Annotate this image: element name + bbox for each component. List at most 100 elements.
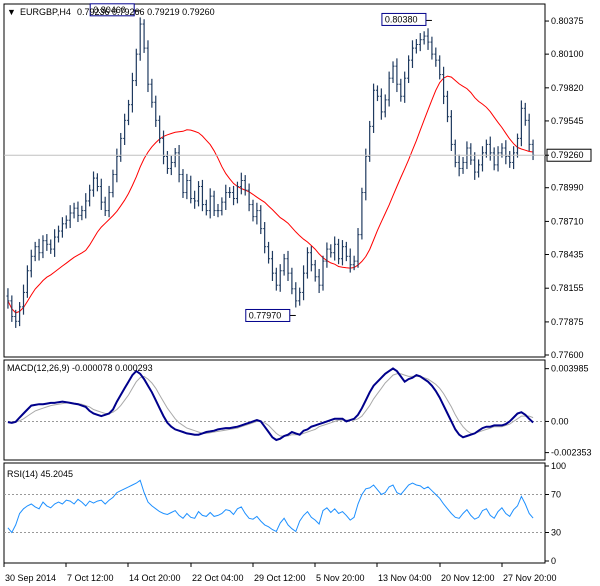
rsi-title: RSI(14) 45.2045 xyxy=(7,469,73,479)
ohlc-bar xyxy=(403,71,407,103)
rsi-lines-layer xyxy=(7,479,534,534)
ohlc-bar xyxy=(10,295,14,322)
ohlc-bar xyxy=(220,197,224,216)
ohlc-bar xyxy=(352,255,356,271)
ohlc-bar xyxy=(519,100,523,147)
ohlc-bar xyxy=(360,187,364,240)
y-tick-label: 0.78435 xyxy=(551,250,584,260)
ohlc-bar xyxy=(278,264,282,292)
ohlc-bar xyxy=(317,268,321,294)
ohlc-bar xyxy=(337,238,341,265)
x-tick-label: 20 Nov 12:00 xyxy=(441,573,495,583)
y-tick-label: 0.77875 xyxy=(551,317,584,327)
ohlc-bar xyxy=(216,203,220,218)
ohlc-bar xyxy=(64,215,68,229)
ohlc-bar xyxy=(430,36,434,60)
macd-y-tick-label: -0.002353 xyxy=(551,448,592,458)
ohlc-bar xyxy=(270,250,274,281)
ohlc-bar xyxy=(461,157,465,174)
ohlc-bar xyxy=(185,173,189,200)
ohlc-bar xyxy=(391,61,395,84)
ohlc-bar xyxy=(235,181,239,204)
ohlc-bar xyxy=(208,188,212,219)
price-annotation: 0.80460 xyxy=(89,3,141,17)
ohlc-bar xyxy=(527,113,531,152)
macd-title: MACD(12,26,9) -0.000078 0.000293 xyxy=(7,363,153,373)
ohlc-bar xyxy=(134,48,138,87)
macd-y-tick-label: 0.003985 xyxy=(551,364,589,374)
ohlc-bar xyxy=(212,190,216,217)
ohlc-bar xyxy=(512,146,516,170)
ohlc-bar xyxy=(329,244,333,258)
ohlc-bar xyxy=(41,235,45,259)
ohlc-bar xyxy=(399,78,403,102)
ohlc-bar xyxy=(321,255,325,291)
ohlc-bar xyxy=(344,241,348,262)
rsi-y-tick-label: 100 xyxy=(551,461,566,471)
ohlc-bar xyxy=(169,155,173,176)
ohlc-bar xyxy=(290,267,294,295)
ohlc-bar xyxy=(88,184,92,207)
y-tick-label: 0.77600 xyxy=(551,350,584,360)
y-tick-label: 0.80375 xyxy=(551,16,584,26)
ohlc-bar xyxy=(477,159,481,178)
x-tick-label: 7 Oct 12:00 xyxy=(67,573,114,583)
ohlc-bar xyxy=(325,242,329,268)
x-tick-label: 22 Oct 04:00 xyxy=(192,573,244,583)
ohlc-bar xyxy=(407,55,411,84)
price-ma-layer xyxy=(7,75,534,314)
ohlc-bar xyxy=(138,17,142,61)
ohlc-bar xyxy=(372,83,376,133)
ohlc-bar xyxy=(239,172,243,195)
ohlc-bar xyxy=(72,202,76,219)
ohlc-bar xyxy=(375,85,379,102)
macd-panel xyxy=(3,359,546,461)
ohlc-bar xyxy=(263,222,267,254)
ohlc-bar xyxy=(99,178,103,210)
ohlc-bar xyxy=(92,171,96,197)
y-tick-label: 0.78990 xyxy=(551,183,584,193)
y-tick-label: 0.79545 xyxy=(551,116,584,126)
ohlc-bar xyxy=(309,246,313,272)
ohlc-bar xyxy=(438,55,442,80)
price-bars-layer xyxy=(6,17,535,328)
ohlc-bar xyxy=(130,72,134,113)
ohlc-bar xyxy=(313,259,317,282)
ohlc-bar xyxy=(158,115,162,144)
ohlc-bar xyxy=(228,187,232,198)
price-header-symbol: EURGBP,H4 xyxy=(20,7,71,17)
ohlc-bar xyxy=(267,241,271,264)
price-y-axis: 0.80375 0.80100 0.79820 0.79545 0.79260 0.789… xyxy=(545,16,592,360)
ohlc-bar xyxy=(204,199,208,216)
ohlc-bar xyxy=(333,236,337,261)
ohlc-bar xyxy=(146,40,150,93)
ohlc-bar xyxy=(449,110,453,152)
macd-series-signal xyxy=(7,373,534,437)
ohlc-bar xyxy=(76,201,80,223)
macd-y-axis: 0.003985 0.00 -0.002353 xyxy=(545,364,592,458)
ohlc-bar xyxy=(107,185,111,218)
ohlc-bar xyxy=(162,130,166,165)
svg-text:0.77970: 0.77970 xyxy=(249,310,282,320)
ohlc-bar xyxy=(123,113,127,145)
y-tick-label: 0.78710 xyxy=(551,216,584,226)
svg-text:0.80380: 0.80380 xyxy=(385,14,418,24)
ohlc-bar xyxy=(286,250,290,281)
rsi-y-tick-label: 70 xyxy=(551,490,561,500)
ohlc-bar xyxy=(453,139,457,168)
ohlc-bar xyxy=(305,247,309,279)
ohlc-bar xyxy=(111,169,115,198)
ohlc-bar xyxy=(95,173,99,192)
ohlc-bar xyxy=(379,88,383,120)
ohlc-bar xyxy=(523,102,527,126)
ohlc-bar xyxy=(33,241,37,262)
ohlc-bar xyxy=(457,154,461,177)
moving-average-line xyxy=(7,75,534,314)
ohlc-bar xyxy=(426,28,430,50)
ohlc-bar xyxy=(469,143,473,165)
ohlc-bar xyxy=(302,265,306,301)
ohlc-bar xyxy=(142,19,146,53)
ohlc-bar xyxy=(53,229,57,257)
ohlc-bar xyxy=(496,146,500,172)
ohlc-bar xyxy=(224,184,228,210)
